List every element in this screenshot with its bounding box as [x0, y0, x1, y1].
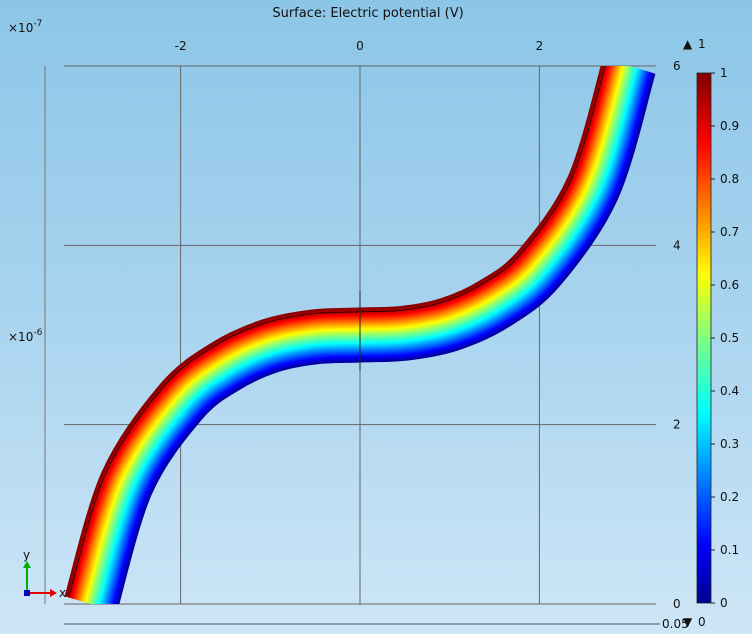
potential-band: [105, 70, 646, 604]
triad-x-arrow-icon: [50, 589, 57, 597]
colorbar: [696, 72, 712, 604]
potential-band: [89, 66, 630, 604]
colorbar-max-label: 1: [698, 37, 706, 51]
potential-band: [68, 66, 608, 599]
triad-y-label: y: [23, 548, 30, 562]
x-exponent-power: -7: [33, 19, 42, 29]
potential-band: [109, 71, 650, 604]
colorbar-tick-label: 0.7: [720, 225, 739, 239]
potential-band: [69, 66, 609, 599]
x-tick-label: -2: [175, 39, 187, 53]
potential-band: [70, 66, 611, 599]
axes-triad: y x: [23, 548, 66, 600]
x-tick-label: 0: [356, 39, 364, 53]
y-tick-labels: 0 2 4 6: [673, 59, 681, 611]
bottom-axis-label: 0.05: [662, 617, 689, 631]
potential-band: [116, 73, 656, 604]
potential-band: [108, 70, 648, 604]
chart-title: Surface: Electric potential (V): [272, 6, 463, 21]
y-axis-exponent: ×10-6: [8, 328, 43, 344]
colorbar-tick-label: 0.1: [720, 543, 739, 557]
potential-band: [114, 72, 653, 604]
colorbar-tick-label: 0: [720, 596, 728, 610]
colorbar-tick-label: 0.9: [720, 119, 739, 133]
potential-band: [112, 71, 652, 604]
conductor-boundary: [68, 66, 606, 598]
colorbar-tick-label: 0.4: [720, 384, 739, 398]
potential-surface: [64, 66, 656, 604]
y-exponent-power: -6: [33, 328, 42, 338]
potential-band: [107, 70, 647, 604]
colorbar-tick-label: 0.8: [720, 172, 739, 186]
colorbar-tick-label: 0.6: [720, 278, 739, 292]
y-tick-label: 0: [673, 597, 681, 611]
colorbar-max-marker: ▲: [683, 37, 693, 51]
potential-band: [104, 69, 644, 604]
y-tick-label: 4: [673, 238, 681, 252]
colorbar-tick-label: 0.5: [720, 331, 739, 345]
y-tick-label: 6: [673, 59, 681, 73]
colorbar-tick-label: 1: [720, 66, 728, 80]
triad-y-arrow-icon: [23, 561, 31, 568]
x-axis-exponent: ×10-7: [8, 19, 42, 35]
triad-origin: [24, 590, 30, 596]
colorbar-min-marker: ▼: [683, 615, 693, 629]
y-exponent-base: ×10: [8, 330, 33, 344]
colorbar-tick-labels: 0 0.1 0.2 0.3 0.4 0.5 0.6 0.7 0.8 0.9 1: [711, 66, 739, 610]
x-exponent-base: ×10: [8, 21, 33, 35]
x-tick-label: 2: [536, 39, 544, 53]
y-tick-label: 2: [673, 418, 681, 432]
potential-band: [102, 69, 643, 604]
colorbar-tick-label: 0.2: [720, 490, 739, 504]
potential-band: [111, 71, 651, 604]
colorbar-min-label: 0: [698, 615, 706, 629]
potential-band: [65, 66, 605, 598]
triad-x-label: x: [59, 586, 66, 600]
x-tick-labels: -2 0 2: [175, 39, 544, 53]
colorbar-tick-label: 0.3: [720, 437, 739, 451]
potential-band: [115, 72, 655, 604]
potential-band: [64, 66, 604, 597]
